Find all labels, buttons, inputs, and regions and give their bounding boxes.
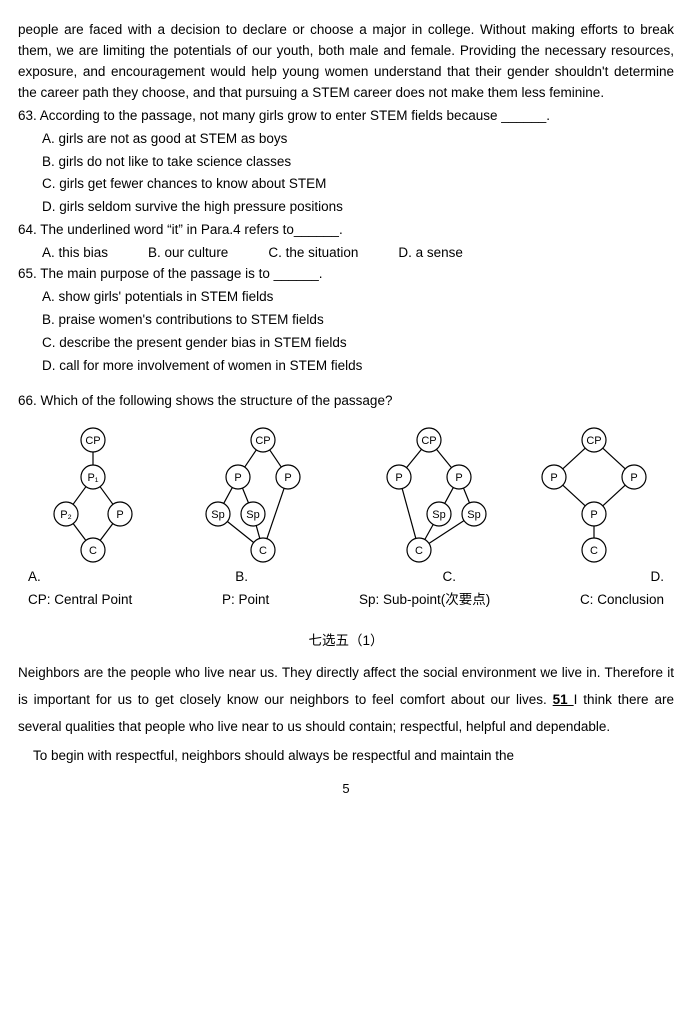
- q64-option-c: C. the situation: [268, 243, 358, 264]
- legend-p: P: Point: [222, 590, 269, 611]
- svg-text:P: P: [630, 472, 637, 484]
- diagram-label-c: C.: [443, 567, 457, 588]
- q63-option-b: B. girls do not like to take science cla…: [18, 152, 674, 173]
- svg-text:P: P: [590, 509, 597, 521]
- svg-text:C: C: [89, 545, 97, 557]
- diagram-c: CP P P Sp Sp C: [359, 422, 499, 567]
- diagram-a: CP P₁ P₂ P C: [38, 422, 158, 567]
- q63-stem: 63. According to the passage, not many g…: [18, 106, 674, 127]
- q63-option-c: C. girls get fewer chances to know about…: [18, 174, 674, 195]
- q65-option-c: C. describe the present gender bias in S…: [18, 333, 674, 354]
- q64-stem: 64. The underlined word “it” in Para.4 r…: [18, 220, 674, 241]
- svg-text:P: P: [285, 472, 292, 484]
- q65-option-b: B. praise women's contributions to STEM …: [18, 310, 674, 331]
- q66-stem: 66. Which of the following shows the str…: [18, 391, 674, 412]
- svg-text:Sp: Sp: [247, 509, 260, 521]
- blank-51: 51: [553, 692, 574, 707]
- diagram-label-b: B.: [235, 567, 248, 588]
- legend-sp: Sp: Sub-point(次要点): [359, 590, 490, 611]
- legend-cp: CP: Central Point: [28, 590, 132, 611]
- svg-text:P: P: [395, 472, 402, 484]
- diagram-b: CP P P Sp Sp C: [193, 422, 333, 567]
- legend-c: C: Conclusion: [580, 590, 664, 611]
- svg-text:C: C: [415, 545, 423, 557]
- diagram-label-a: A.: [28, 567, 41, 588]
- q65-option-d: D. call for more involvement of women in…: [18, 356, 674, 377]
- svg-text:C: C: [590, 545, 598, 557]
- svg-text:P₁: P₁: [87, 472, 98, 484]
- passage-tail: people are faced with a decision to decl…: [18, 20, 674, 104]
- q65-option-a: A. show girls' potentials in STEM fields: [18, 287, 674, 308]
- q64-option-b: B. our culture: [148, 243, 228, 264]
- svg-text:CP: CP: [586, 435, 601, 447]
- q65-stem: 65. The main purpose of the passage is t…: [18, 264, 674, 285]
- q63-option-d: D. girls seldom survive the high pressur…: [18, 197, 674, 218]
- svg-text:Sp: Sp: [432, 509, 445, 521]
- svg-text:Sp: Sp: [467, 509, 480, 521]
- diagram-label-d: D.: [650, 567, 664, 588]
- svg-text:Sp: Sp: [212, 509, 225, 521]
- svg-text:CP: CP: [256, 435, 271, 447]
- diagram-d: CP P P P C: [524, 422, 664, 567]
- svg-text:CP: CP: [85, 435, 100, 447]
- q63-option-a: A. girls are not as good at STEM as boys: [18, 129, 674, 150]
- svg-text:C: C: [259, 545, 267, 557]
- svg-text:P₂: P₂: [60, 509, 72, 521]
- page-number: 5: [18, 779, 674, 799]
- svg-text:P: P: [550, 472, 557, 484]
- svg-text:P: P: [235, 472, 242, 484]
- q64-option-d: D. a sense: [398, 243, 463, 264]
- section-title: 七选五（1）: [18, 631, 674, 652]
- svg-text:CP: CP: [421, 435, 436, 447]
- svg-text:P: P: [455, 472, 462, 484]
- svg-text:P: P: [116, 509, 123, 521]
- passage2-p2: To begin with respectful, neighbors shou…: [18, 742, 674, 769]
- q64-option-a: A. this bias: [42, 243, 108, 264]
- passage2-p1: Neighbors are the people who live near u…: [18, 659, 674, 740]
